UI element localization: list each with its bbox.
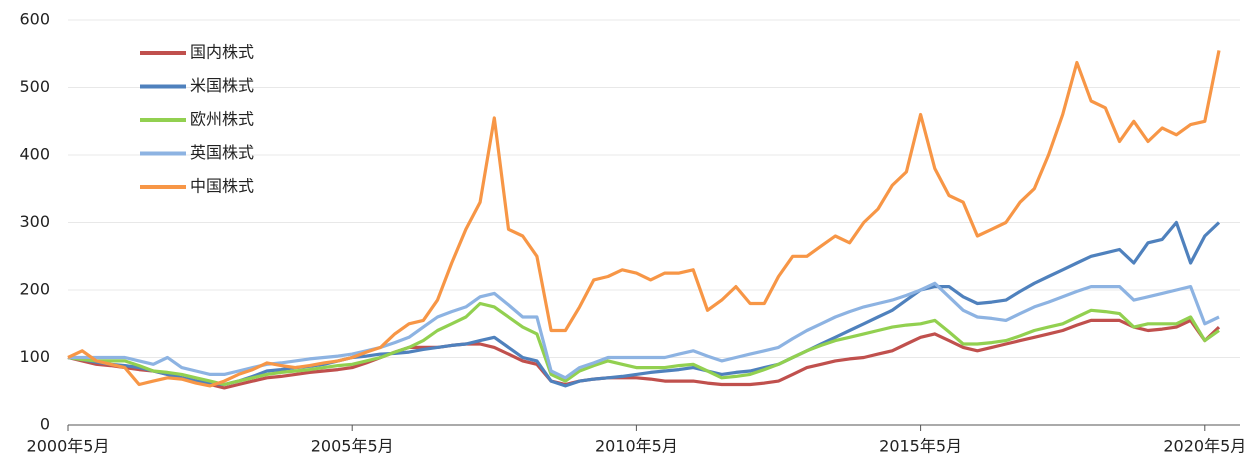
y-tick-label: 100 [19, 347, 50, 366]
series-line [67, 220, 1221, 388]
legend-label: 英国株式 [190, 143, 254, 162]
series-line [67, 301, 1220, 387]
x-tick-label: 2000年5月 [27, 437, 110, 456]
y-tick-label: 300 [19, 212, 50, 231]
legend-label: 欧州株式 [190, 110, 254, 129]
legend-label: 国内株式 [190, 43, 254, 62]
y-tick-label: 0 [40, 415, 50, 434]
y-tick-label: 600 [19, 10, 50, 29]
y-tick-label: 500 [19, 77, 50, 96]
y-tick-label: 400 [19, 145, 50, 164]
series-line [68, 281, 1220, 380]
x-tick-label: 2010年5月 [595, 437, 678, 456]
legend-label: 米国株式 [190, 76, 254, 95]
series-line [67, 318, 1221, 390]
x-tick-label: 2015年5月 [879, 437, 962, 456]
legend-label: 中国株式 [190, 177, 254, 196]
x-tick-label: 2005年5月 [311, 437, 394, 456]
x-tick-label: 2020年5月 [1163, 437, 1246, 456]
y-tick-label: 200 [19, 280, 50, 299]
series-line [67, 50, 1221, 388]
